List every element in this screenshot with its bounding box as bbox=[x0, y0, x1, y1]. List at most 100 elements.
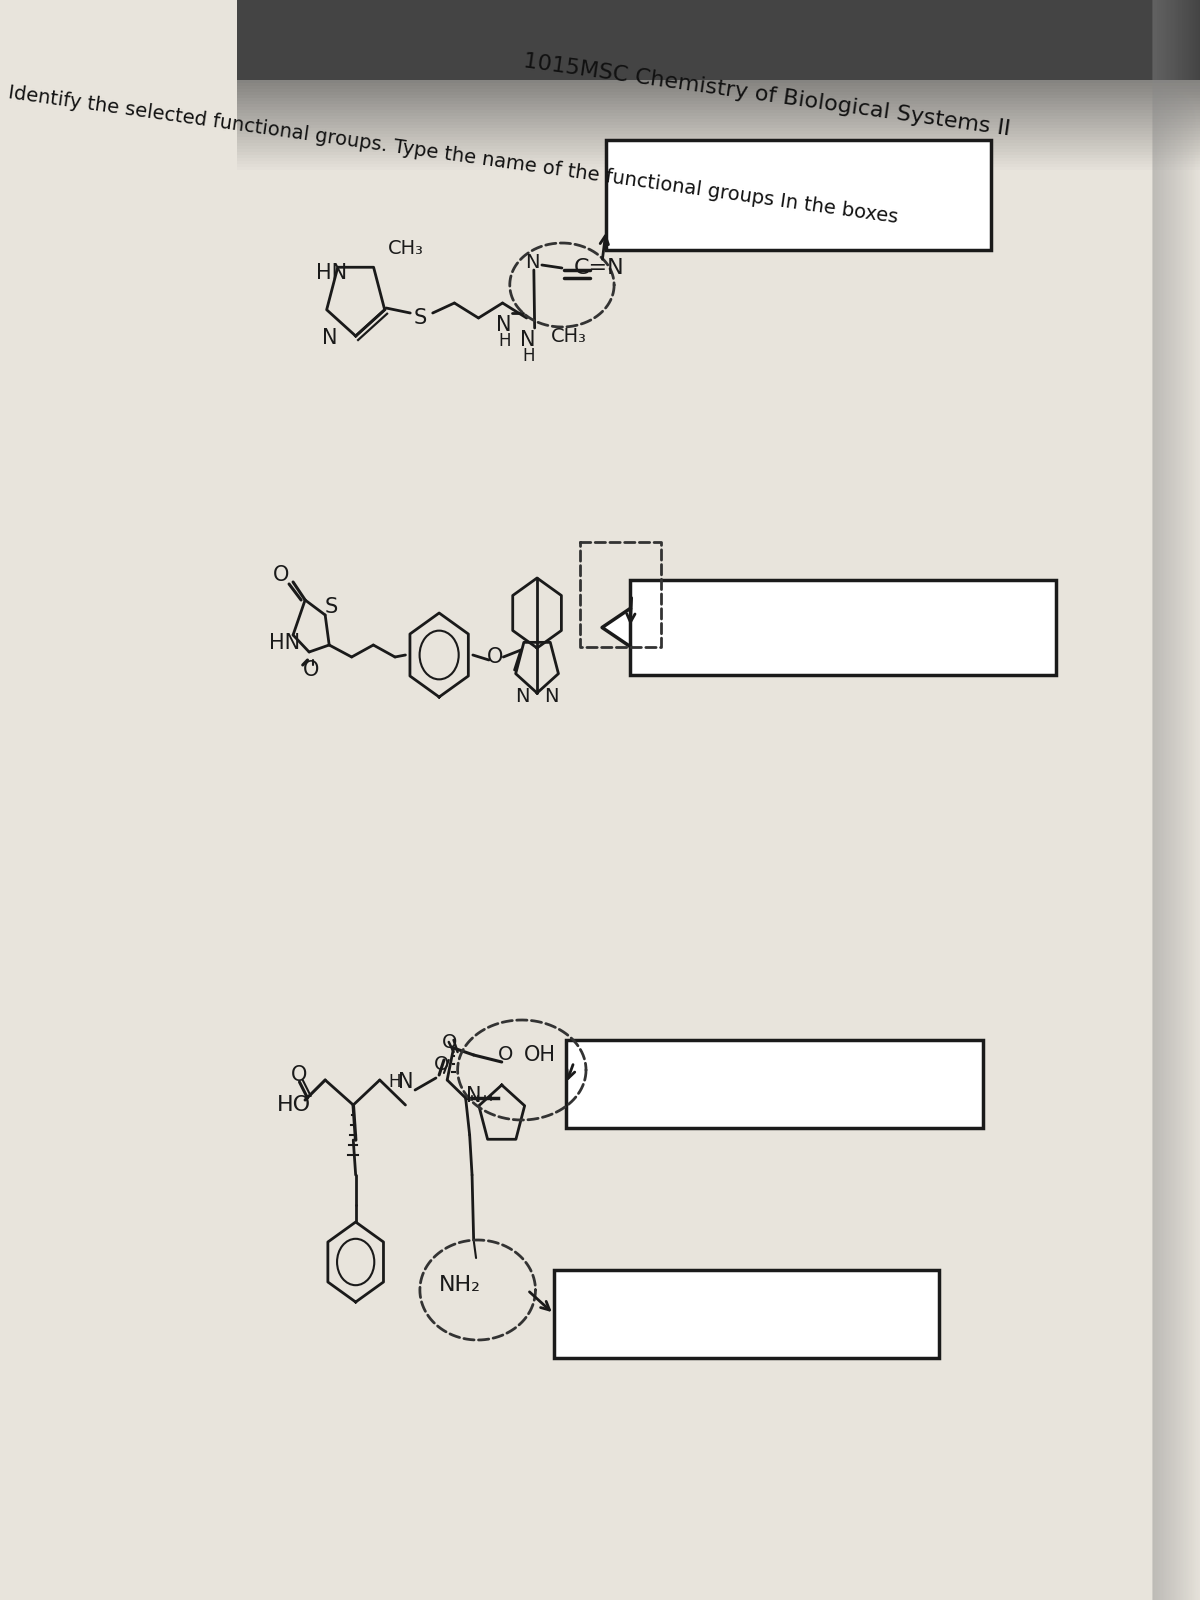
Bar bbox=[236, 134, 1200, 138]
Text: CH₃: CH₃ bbox=[551, 326, 587, 346]
Bar bbox=[1181, 0, 1183, 1600]
Bar bbox=[1178, 0, 1181, 1600]
Bar bbox=[1159, 0, 1162, 1600]
Bar bbox=[1193, 0, 1195, 1600]
Text: O: O bbox=[272, 565, 289, 586]
Bar bbox=[1168, 0, 1170, 1600]
Text: N: N bbox=[521, 330, 536, 350]
Bar bbox=[236, 90, 1200, 91]
Bar bbox=[236, 128, 1200, 131]
Bar bbox=[1164, 0, 1166, 1600]
Bar bbox=[630, 579, 1056, 675]
Text: CH₃: CH₃ bbox=[388, 238, 424, 258]
Bar bbox=[1153, 0, 1156, 1600]
Text: O: O bbox=[434, 1056, 449, 1075]
Bar bbox=[1195, 0, 1198, 1600]
Bar bbox=[236, 91, 1200, 94]
Bar bbox=[236, 101, 1200, 104]
Bar bbox=[1156, 0, 1158, 1600]
Bar bbox=[1184, 0, 1187, 1600]
Bar bbox=[236, 80, 1200, 83]
Bar bbox=[1170, 0, 1172, 1600]
Bar bbox=[1192, 0, 1194, 1600]
Bar bbox=[1183, 0, 1186, 1600]
Bar bbox=[236, 122, 1200, 125]
Bar bbox=[566, 1040, 983, 1128]
Bar bbox=[236, 125, 1200, 128]
Bar bbox=[1158, 0, 1160, 1600]
Bar bbox=[1194, 0, 1196, 1600]
Text: N: N bbox=[466, 1086, 481, 1106]
Bar bbox=[1162, 0, 1164, 1600]
Text: N: N bbox=[515, 688, 530, 707]
Text: N: N bbox=[524, 253, 540, 272]
Bar bbox=[236, 83, 1200, 86]
Bar bbox=[1175, 0, 1177, 1600]
Bar bbox=[236, 142, 1200, 146]
Text: H: H bbox=[498, 333, 510, 350]
Text: O: O bbox=[487, 646, 504, 667]
Text: S: S bbox=[325, 597, 338, 618]
Bar bbox=[236, 162, 1200, 165]
Text: Identify the selected functional groups. Type the name of the functional groups : Identify the selected functional groups.… bbox=[7, 83, 900, 227]
Bar bbox=[1163, 0, 1165, 1600]
Bar bbox=[1199, 0, 1200, 1600]
Bar bbox=[1186, 0, 1188, 1600]
Bar bbox=[1196, 0, 1199, 1600]
Text: HN: HN bbox=[269, 634, 300, 653]
Text: O: O bbox=[442, 1032, 457, 1051]
Bar bbox=[1172, 0, 1175, 1600]
Bar bbox=[1187, 0, 1189, 1600]
Bar bbox=[1176, 0, 1178, 1600]
Text: O: O bbox=[292, 1066, 307, 1085]
Bar bbox=[236, 158, 1200, 162]
Bar bbox=[236, 94, 1200, 98]
Bar bbox=[1189, 0, 1192, 1600]
Bar bbox=[236, 165, 1200, 166]
Text: S: S bbox=[413, 307, 426, 328]
Bar bbox=[1157, 0, 1159, 1600]
Text: NH₂: NH₂ bbox=[439, 1275, 481, 1294]
Bar bbox=[236, 98, 1200, 101]
Bar bbox=[606, 141, 991, 250]
Text: H: H bbox=[388, 1074, 401, 1091]
Bar bbox=[1154, 0, 1157, 1600]
Bar bbox=[1160, 0, 1163, 1600]
Bar bbox=[236, 117, 1200, 118]
Bar bbox=[236, 118, 1200, 122]
Bar bbox=[1190, 0, 1193, 1600]
Bar bbox=[236, 0, 1200, 80]
Bar bbox=[236, 107, 1200, 110]
Bar bbox=[1165, 0, 1168, 1600]
Text: HN: HN bbox=[316, 262, 347, 283]
Bar bbox=[236, 155, 1200, 158]
Bar bbox=[1174, 0, 1176, 1600]
Bar bbox=[1152, 0, 1154, 1600]
Bar bbox=[236, 114, 1200, 117]
Text: C=N: C=N bbox=[574, 258, 625, 278]
Text: HO: HO bbox=[277, 1094, 311, 1115]
Bar bbox=[236, 166, 1200, 170]
Text: OH: OH bbox=[524, 1045, 557, 1066]
Bar bbox=[1171, 0, 1174, 1600]
Bar bbox=[1177, 0, 1180, 1600]
Text: N: N bbox=[497, 315, 512, 334]
Text: H: H bbox=[522, 347, 534, 365]
Bar bbox=[1182, 0, 1184, 1600]
Bar bbox=[236, 104, 1200, 107]
Bar bbox=[236, 149, 1200, 152]
Bar bbox=[236, 146, 1200, 149]
Bar bbox=[554, 1270, 940, 1358]
Text: 1015MSC Chemistry of Biological Systems II: 1015MSC Chemistry of Biological Systems … bbox=[522, 51, 1012, 139]
Bar bbox=[236, 138, 1200, 141]
Bar bbox=[1188, 0, 1190, 1600]
Bar bbox=[236, 131, 1200, 134]
Text: N: N bbox=[397, 1072, 413, 1091]
Bar bbox=[236, 86, 1200, 90]
Bar bbox=[236, 152, 1200, 155]
Bar bbox=[1198, 0, 1200, 1600]
Text: N: N bbox=[322, 328, 337, 349]
Text: N: N bbox=[545, 688, 559, 707]
Text: O: O bbox=[302, 659, 319, 680]
Polygon shape bbox=[602, 608, 630, 646]
